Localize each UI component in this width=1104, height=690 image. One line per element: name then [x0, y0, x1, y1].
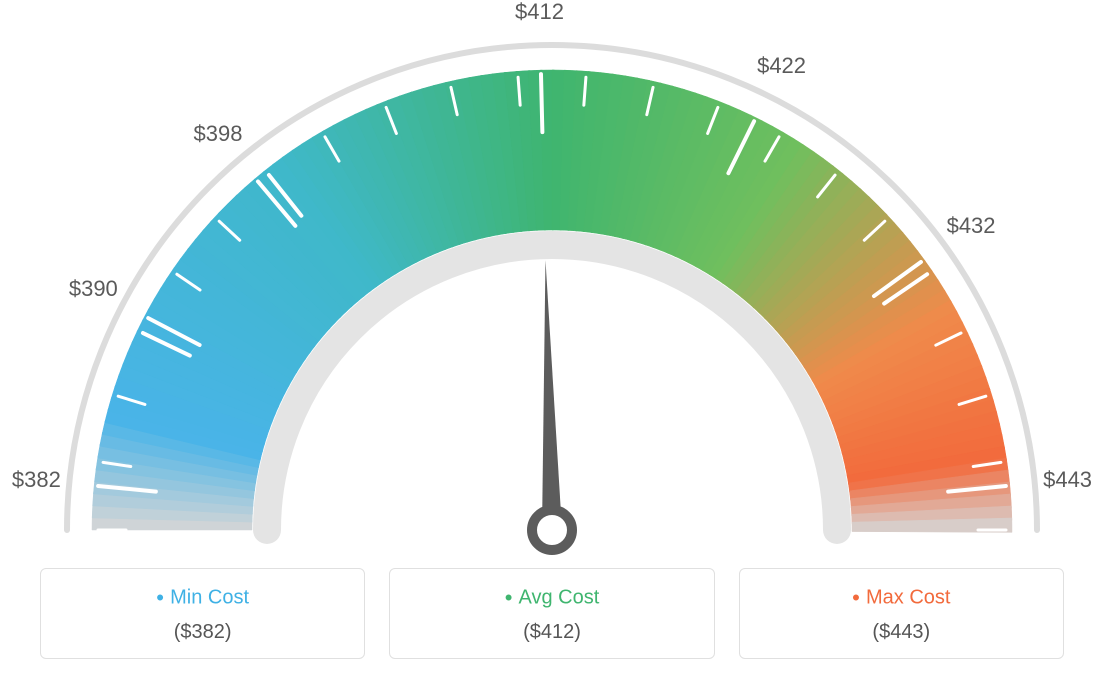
gauge-tick-label: $412 [515, 0, 564, 25]
legend-avg-value: ($412) [400, 621, 703, 644]
gauge-svg [0, 0, 1104, 560]
legend-row: Min Cost ($382) Avg Cost ($412) Max Cost… [0, 568, 1104, 659]
legend-avg-label: Avg Cost [400, 585, 703, 611]
gauge-tick-label: $390 [69, 276, 118, 302]
gauge-tick-label: $443 [1043, 467, 1092, 493]
gauge-tick-label: $382 [12, 467, 61, 493]
legend-avg-card: Avg Cost ($412) [389, 568, 714, 659]
gauge-chart: $382 $390 $398 $412 $422 $432 $443 [0, 0, 1104, 560]
gauge-tick-label: $398 [193, 121, 242, 147]
legend-min-value: ($382) [51, 621, 354, 644]
gauge-tick-label: $432 [947, 213, 996, 239]
legend-max-card: Max Cost ($443) [739, 568, 1064, 659]
legend-max-value: ($443) [750, 621, 1053, 644]
legend-min-label: Min Cost [51, 585, 354, 611]
legend-min-card: Min Cost ($382) [40, 568, 365, 659]
gauge-tick-label: $422 [757, 53, 806, 79]
legend-max-label: Max Cost [750, 585, 1053, 611]
